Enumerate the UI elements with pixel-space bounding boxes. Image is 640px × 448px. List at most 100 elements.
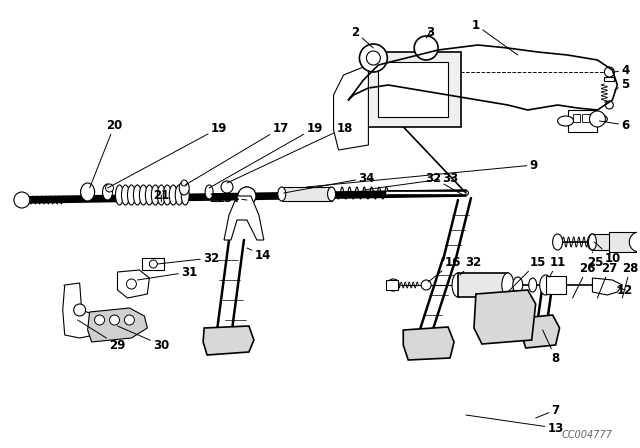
Bar: [387, 280, 398, 290]
Ellipse shape: [595, 115, 607, 123]
Circle shape: [414, 36, 438, 60]
Text: 4: 4: [614, 64, 629, 77]
Circle shape: [629, 232, 640, 252]
Text: 25: 25: [588, 252, 604, 268]
Circle shape: [81, 185, 95, 199]
Polygon shape: [203, 326, 254, 355]
Ellipse shape: [115, 185, 124, 205]
Text: 28: 28: [622, 262, 639, 298]
Ellipse shape: [452, 273, 464, 297]
Text: 21: 21: [153, 189, 170, 202]
Text: 7: 7: [536, 404, 559, 418]
Text: 18: 18: [227, 121, 353, 183]
Text: 27: 27: [597, 262, 618, 298]
Text: 23: 23: [0, 447, 1, 448]
Text: 16: 16: [428, 255, 461, 282]
Bar: [378, 62, 448, 117]
Ellipse shape: [540, 275, 552, 295]
Polygon shape: [593, 278, 622, 295]
Text: 10: 10: [595, 242, 620, 264]
Ellipse shape: [552, 234, 563, 250]
Circle shape: [367, 51, 380, 65]
Polygon shape: [333, 65, 369, 150]
Text: 22: 22: [209, 191, 225, 204]
Polygon shape: [224, 196, 264, 240]
Circle shape: [127, 279, 136, 289]
Text: 6: 6: [600, 119, 629, 132]
Text: 34: 34: [223, 191, 247, 204]
Bar: [142, 258, 164, 270]
Polygon shape: [521, 315, 559, 348]
Ellipse shape: [175, 185, 183, 205]
Ellipse shape: [151, 185, 159, 205]
Bar: [593, 234, 618, 250]
Circle shape: [360, 44, 387, 72]
Circle shape: [109, 315, 120, 325]
Bar: [604, 77, 614, 81]
Circle shape: [238, 187, 256, 205]
Polygon shape: [474, 290, 536, 344]
Polygon shape: [403, 327, 454, 360]
Text: 13: 13: [466, 415, 564, 435]
Text: 32: 32: [157, 251, 220, 264]
Text: 19: 19: [108, 121, 227, 188]
Ellipse shape: [122, 185, 129, 205]
Circle shape: [149, 260, 157, 268]
Ellipse shape: [529, 278, 537, 292]
Text: 20: 20: [90, 119, 123, 188]
Ellipse shape: [557, 116, 573, 126]
Ellipse shape: [179, 181, 189, 195]
Text: 9: 9: [307, 159, 538, 187]
Circle shape: [221, 181, 233, 193]
Text: CC004777: CC004777: [562, 430, 613, 440]
Circle shape: [124, 315, 134, 325]
Circle shape: [605, 101, 613, 109]
Text: 32: 32: [425, 172, 463, 195]
Bar: [582, 114, 591, 122]
Ellipse shape: [163, 185, 172, 205]
Text: 30: 30: [118, 326, 170, 352]
Text: 29: 29: [77, 320, 125, 352]
Text: 24: 24: [0, 447, 1, 448]
Text: 14: 14: [247, 248, 271, 262]
Ellipse shape: [169, 185, 177, 205]
Text: 5: 5: [614, 78, 629, 90]
Ellipse shape: [157, 185, 165, 205]
Ellipse shape: [205, 185, 213, 199]
Text: 17: 17: [185, 121, 289, 185]
Text: 11: 11: [550, 255, 566, 277]
Ellipse shape: [238, 187, 256, 205]
Text: 1: 1: [472, 18, 518, 55]
Ellipse shape: [145, 185, 154, 205]
Ellipse shape: [140, 185, 147, 205]
Circle shape: [74, 304, 86, 316]
Text: 34: 34: [284, 172, 374, 193]
Circle shape: [14, 192, 30, 208]
Ellipse shape: [588, 234, 597, 250]
Text: 19: 19: [209, 121, 323, 188]
Ellipse shape: [133, 185, 141, 205]
Ellipse shape: [613, 234, 621, 250]
Circle shape: [589, 111, 605, 127]
Bar: [367, 52, 461, 127]
Ellipse shape: [588, 234, 596, 250]
Text: 26: 26: [573, 262, 596, 298]
Bar: [546, 276, 566, 294]
Ellipse shape: [102, 184, 113, 200]
Ellipse shape: [502, 273, 514, 297]
Bar: [282, 187, 332, 201]
Text: 33: 33: [364, 172, 458, 190]
Ellipse shape: [127, 185, 136, 205]
Circle shape: [387, 279, 399, 291]
Text: 3: 3: [426, 26, 434, 39]
Ellipse shape: [513, 277, 523, 293]
Text: 31: 31: [138, 266, 197, 280]
Text: 32: 32: [460, 255, 481, 275]
Polygon shape: [63, 283, 95, 338]
Bar: [458, 273, 508, 297]
Circle shape: [181, 180, 187, 186]
Bar: [568, 110, 597, 132]
Text: 8: 8: [543, 330, 560, 365]
Circle shape: [604, 67, 614, 77]
Polygon shape: [118, 270, 149, 298]
